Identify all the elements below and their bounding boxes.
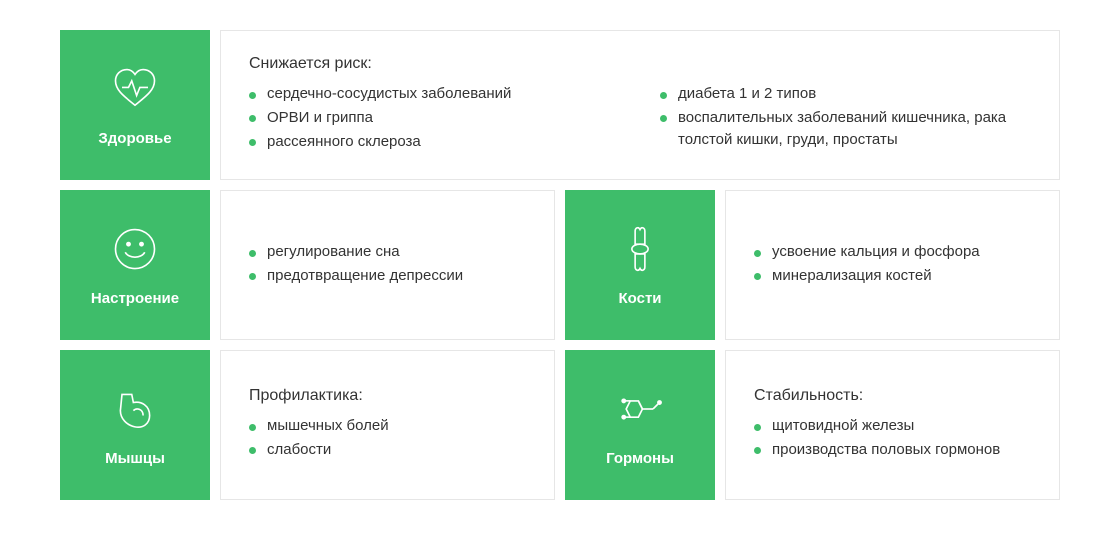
list-item: мышечных болей (249, 415, 526, 437)
bullet-list: мышечных болей слабости (249, 415, 526, 463)
list-item: минерализация костей (754, 265, 1031, 287)
list-item: слабости (249, 439, 526, 461)
list-item: производства половых гормонов (754, 439, 1031, 461)
bullet-list-right: диабета 1 и 2 типов воспалительных забол… (660, 83, 1031, 154)
list-item: сердечно-сосудистых заболеваний (249, 83, 620, 105)
infographic-grid: Здоровье Снижается риск: сердечно-сосуди… (60, 30, 1060, 500)
list-item: предотвращение депрессии (249, 265, 526, 287)
tile-label: Мышцы (105, 450, 165, 467)
card-heading: Снижается риск: (249, 55, 1031, 73)
card-health: Снижается риск: сердечно-сосудистых забо… (220, 30, 1060, 180)
bullet-list: усвоение кальция и фосфора минерализация… (754, 241, 1031, 289)
card-bones: усвоение кальция и фосфора минерализация… (725, 190, 1060, 340)
card-hormones: Стабильность: щитовидной железы производ… (725, 350, 1060, 500)
bicep-icon (109, 383, 161, 440)
list-item: щитовидной железы (754, 415, 1031, 437)
tile-label: Кости (618, 290, 661, 307)
tile-label: Здоровье (98, 130, 171, 147)
bullet-list: регулирование сна предотвращение депресс… (249, 241, 526, 289)
tile-label: Гормоны (606, 450, 674, 467)
card-heading: Стабильность: (754, 387, 1031, 405)
molecule-icon (614, 383, 666, 440)
card-mood: регулирование сна предотвращение депресс… (220, 190, 555, 340)
list-item: усвоение кальция и фосфора (754, 241, 1031, 263)
tile-hormones: Гормоны (565, 350, 715, 500)
bone-joint-icon (614, 223, 666, 280)
list-item: регулирование сна (249, 241, 526, 263)
tile-bones: Кости (565, 190, 715, 340)
list-item: диабета 1 и 2 типов (660, 83, 1031, 105)
list-item: ОРВИ и гриппа (249, 107, 620, 129)
card-heading: Профилактика: (249, 387, 526, 405)
heart-pulse-icon (109, 63, 161, 120)
tile-label: Настроение (91, 290, 179, 307)
bullet-list: щитовидной железы производства половых г… (754, 415, 1031, 463)
bullet-list-left: сердечно-сосудистых заболеваний ОРВИ и г… (249, 83, 620, 154)
card-muscles: Профилактика: мышечных болей слабости (220, 350, 555, 500)
list-item: рассеянного склероза (249, 131, 620, 153)
tile-health: Здоровье (60, 30, 210, 180)
smile-icon (109, 223, 161, 280)
tile-muscles: Мышцы (60, 350, 210, 500)
list-item: воспалительных заболеваний кишечника, ра… (660, 107, 1031, 151)
tile-mood: Настроение (60, 190, 210, 340)
